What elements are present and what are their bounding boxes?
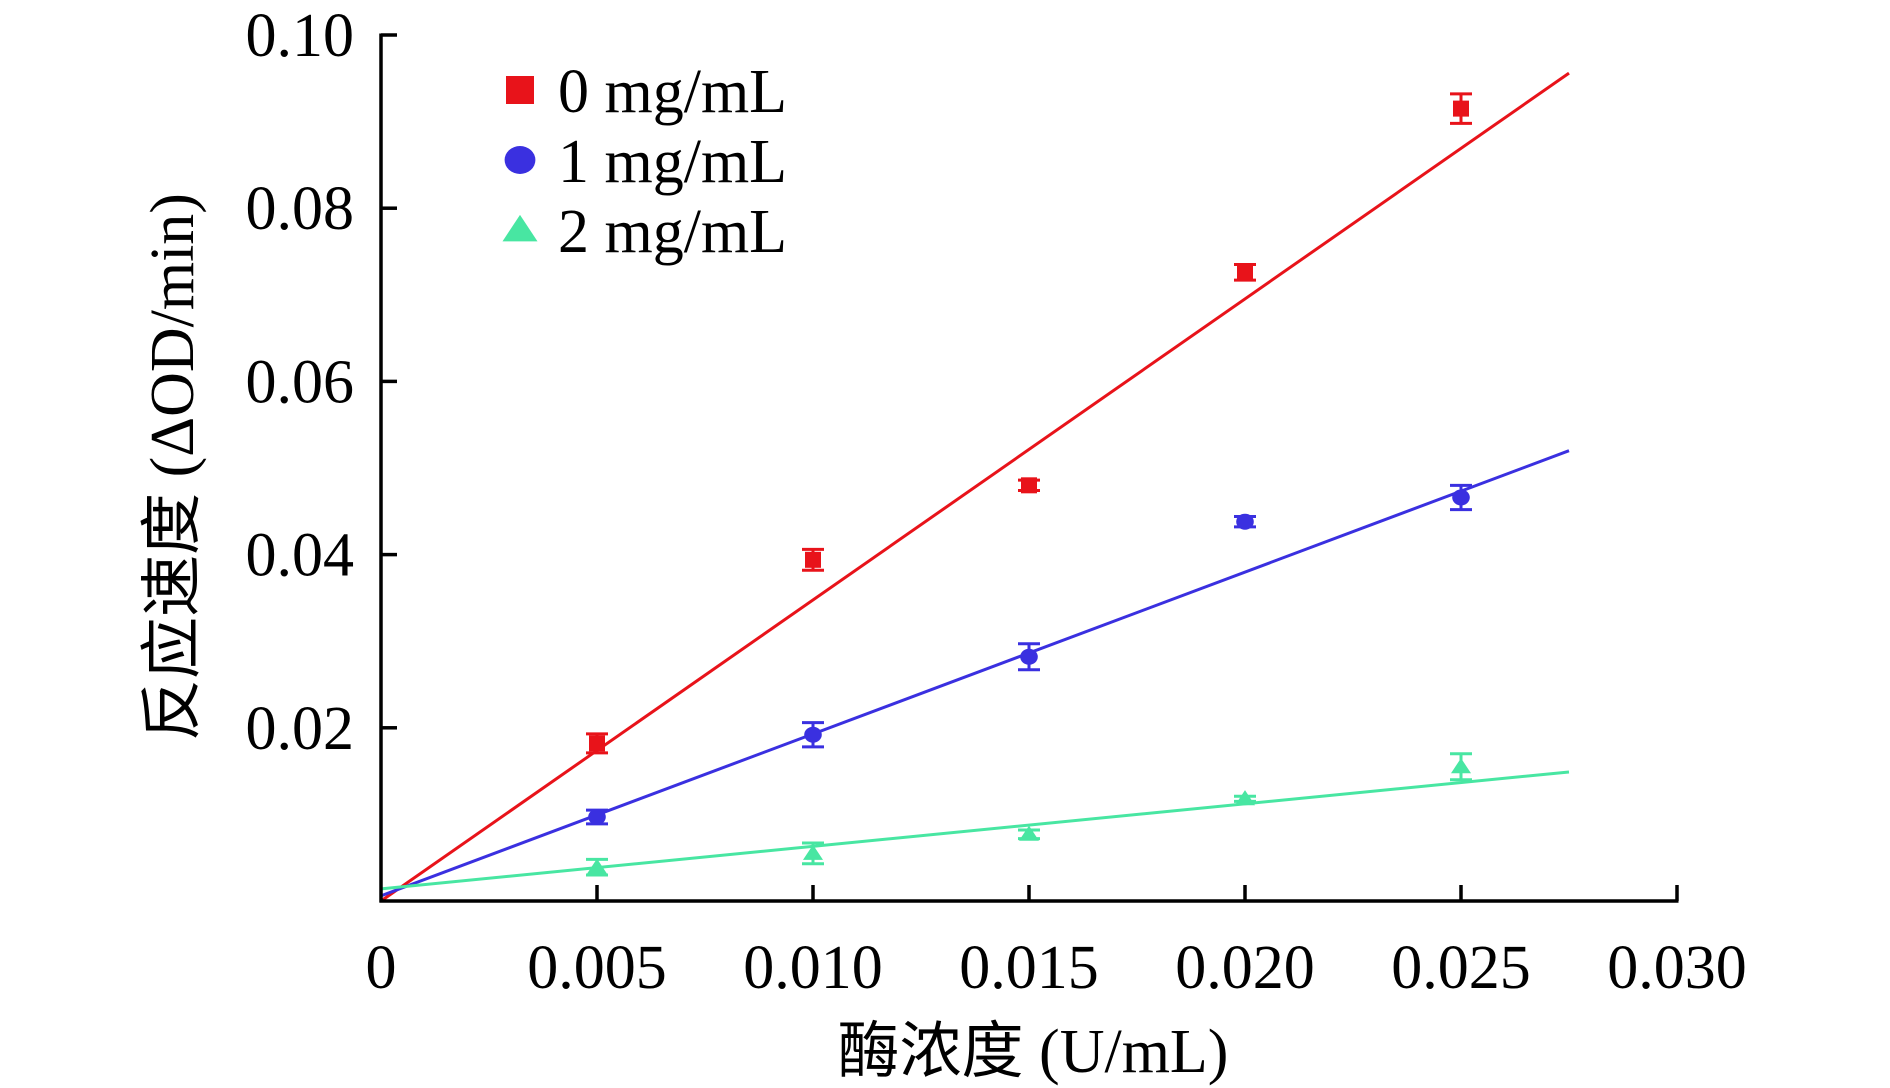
triangle-marker bbox=[502, 214, 538, 242]
square-marker bbox=[805, 551, 821, 568]
data-point bbox=[1018, 477, 1040, 494]
circle-marker bbox=[588, 808, 606, 825]
circle-marker bbox=[804, 726, 822, 743]
square-marker bbox=[1453, 100, 1469, 117]
y-tick-label: 0.08 bbox=[246, 175, 355, 243]
fit-line bbox=[380, 449, 1570, 898]
x-axis-label: 酶浓度 (U/mL) bbox=[838, 1018, 1229, 1086]
legend-label: 1 mg/mL bbox=[558, 128, 787, 196]
legend-item: 2 mg/mL bbox=[502, 198, 787, 266]
data-point bbox=[1450, 92, 1472, 125]
legend-item: 0 mg/mL bbox=[506, 58, 787, 126]
y-tick-label: 0.02 bbox=[246, 695, 355, 763]
x-tick-label: 0.025 bbox=[1391, 934, 1531, 1002]
triangle-marker bbox=[1235, 790, 1255, 806]
legend: 0 mg/mL1 mg/mL2 mg/mL bbox=[502, 58, 787, 266]
data-point bbox=[802, 841, 824, 866]
triangle-marker bbox=[803, 844, 823, 860]
data-point bbox=[1234, 262, 1256, 282]
x-tick-label: 0.010 bbox=[743, 934, 883, 1002]
triangle-marker bbox=[1451, 758, 1471, 774]
data-point bbox=[802, 721, 824, 749]
y-ticks: 0.02 0.04 0.06 0.08 0.10 bbox=[246, 2, 397, 763]
square-marker bbox=[506, 76, 534, 104]
x-tick-label: 0.005 bbox=[527, 934, 667, 1002]
y-axis-label: 反应速度 (ΔOD/min) bbox=[139, 193, 207, 741]
fit-line bbox=[380, 71, 1570, 903]
data-point bbox=[1450, 483, 1472, 512]
x-tick-label: 0.015 bbox=[959, 934, 1099, 1002]
data-points bbox=[586, 92, 1472, 877]
circle-marker bbox=[1020, 648, 1038, 665]
x-tick-label: 0.030 bbox=[1607, 934, 1747, 1002]
square-marker bbox=[589, 735, 605, 752]
circle-marker bbox=[1452, 489, 1470, 506]
legend-label: 2 mg/mL bbox=[558, 198, 787, 266]
data-point bbox=[1234, 513, 1256, 530]
x-ticks: 0 0.005 0.010 0.015 0.020 0.025 0.030 bbox=[366, 885, 1747, 1002]
series-square bbox=[586, 92, 1472, 755]
y-tick-label: 0.04 bbox=[246, 522, 355, 590]
data-point bbox=[1018, 825, 1040, 841]
data-point bbox=[1018, 642, 1040, 672]
series-circle bbox=[586, 483, 1472, 826]
triangle-marker bbox=[587, 858, 607, 874]
triangle-marker bbox=[1019, 825, 1039, 841]
square-marker bbox=[1021, 477, 1037, 494]
data-point bbox=[586, 808, 608, 826]
x-tick-label: 0 bbox=[366, 934, 397, 1002]
x-tick-label: 0.020 bbox=[1175, 934, 1315, 1002]
circle-marker bbox=[1236, 513, 1254, 530]
y-tick-label: 0.10 bbox=[246, 2, 355, 70]
fit-lines bbox=[380, 71, 1570, 903]
fit-line bbox=[380, 770, 1570, 891]
circle-marker bbox=[504, 146, 536, 174]
y-tick-label: 0.06 bbox=[246, 348, 355, 416]
square-marker bbox=[1237, 264, 1253, 281]
series-triangle bbox=[586, 752, 1472, 877]
legend-item: 1 mg/mL bbox=[504, 128, 787, 196]
data-point bbox=[586, 732, 608, 755]
data-point bbox=[1450, 752, 1472, 782]
data-point bbox=[586, 857, 608, 877]
data-point bbox=[802, 547, 824, 572]
legend-label: 0 mg/mL bbox=[558, 58, 787, 126]
data-point bbox=[1234, 790, 1256, 806]
